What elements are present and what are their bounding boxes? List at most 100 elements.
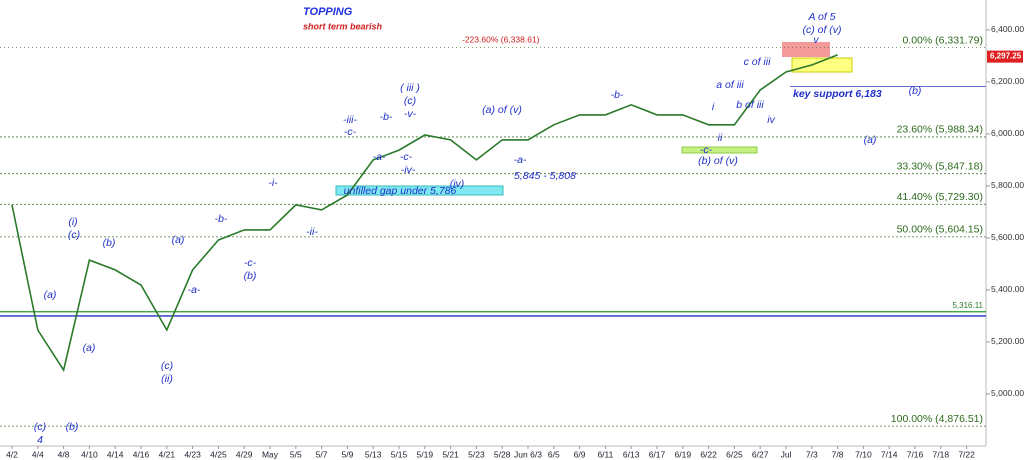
x-tick-label: 5/7 (316, 449, 328, 459)
wave-label: c of iii (744, 56, 772, 68)
x-tick-label: 4/25 (210, 449, 227, 459)
y-tick-label: 6,400.00 (991, 24, 1024, 34)
x-tick-label: 6/22 (700, 449, 717, 459)
x-tick-label: 4/2 (6, 449, 18, 459)
wave-label: -c- (244, 257, 257, 269)
x-tick-label: 4/16 (133, 449, 150, 459)
wave-label: (c) of (v) (802, 24, 841, 36)
wave-label: -a- (188, 284, 201, 296)
y-tick-label: 5,200.00 (991, 336, 1024, 346)
wave-label: (b) (244, 270, 257, 282)
wave-label: (ii) (161, 373, 173, 385)
x-tick-label: Jun 6/3 (514, 449, 542, 459)
gap-zone (335, 185, 504, 196)
wave-label: (a) of (v) (482, 104, 522, 116)
x-tick-label: 5/28 (494, 449, 511, 459)
wave-label: -c- (344, 126, 357, 138)
wave-label: v (813, 34, 819, 46)
fib-label: 41.40% (5,729.30) (897, 191, 983, 203)
x-tick-label: 6/11 (597, 449, 613, 459)
x-tick-label: 4/8 (58, 449, 70, 459)
x-tick-label: 4/23 (184, 449, 201, 459)
wave-label: i (712, 101, 715, 113)
wave-label: 4 (37, 434, 43, 446)
x-tick-label: 7/18 (933, 449, 950, 459)
x-tick-label: 4/21 (159, 449, 176, 459)
x-tick-label: 6/19 (675, 449, 692, 459)
wave-label: -iv- (401, 164, 416, 176)
x-tick-label: 5/23 (468, 449, 485, 459)
x-tick-label: 6/25 (726, 449, 743, 459)
x-tick-label: 7/10 (855, 449, 872, 459)
wave-label: (c) (68, 229, 80, 241)
fib-label: 50.00% (5,604.15) (897, 224, 983, 236)
wave-label: (a) (83, 342, 96, 354)
wave-label: (b) (909, 85, 922, 97)
wave-label: a of iii (716, 79, 744, 91)
green-line-label: 5,316.11 (952, 301, 983, 310)
wave-label: (a) (172, 234, 185, 246)
fib-label: 23.60% (5,988.34) (897, 124, 983, 136)
x-tick-label: 6/9 (574, 449, 586, 459)
wave-label: (b) of (v) (698, 155, 738, 167)
wave-label: (iv) (450, 178, 465, 190)
wave-label: unfilled gap under 5,786 (344, 185, 457, 197)
x-tick-label: 6/27 (752, 449, 769, 459)
wave-label: -c- (700, 144, 713, 156)
wave-label: -v- (404, 108, 417, 120)
x-tick-label: 6/5 (548, 449, 560, 459)
wave-label: -i- (268, 177, 278, 189)
wave-label: -a- (514, 154, 527, 166)
y-tick-label: 5,800.00 (991, 180, 1024, 190)
wave-label: -b- (215, 213, 228, 225)
x-tick-label: 5/19 (417, 449, 434, 459)
chart-subtitle: short term bearish (303, 21, 383, 31)
wave-label: (b) (66, 421, 79, 433)
x-tick-label: 5/9 (341, 449, 353, 459)
y-tick-label: 6,000.00 (991, 128, 1024, 138)
wave-label: -a- (373, 151, 386, 163)
y-tick-label: 5,400.00 (991, 284, 1024, 294)
x-tick-label: 7/22 (958, 449, 975, 459)
x-tick-label: 5/15 (391, 449, 408, 459)
wave-label: 5,845 - 5,808 (514, 170, 576, 182)
x-tick-label: 5/5 (290, 449, 302, 459)
target-zone (791, 57, 853, 73)
wave-label: ii (718, 132, 723, 144)
x-tick-label: 7/3 (806, 449, 818, 459)
x-tick-label: Jul (781, 449, 792, 459)
wave-label: (a) (44, 289, 57, 301)
wave-label: A of 5 (807, 11, 835, 23)
support-label: key support 6,183 (793, 88, 882, 100)
y-tick-label: 5,000.00 (991, 388, 1024, 398)
x-tick-label: 7/16 (907, 449, 924, 459)
wave-label: -b- (611, 89, 624, 101)
x-tick-label: 5/21 (442, 449, 459, 459)
fib-label: 33.30% (5,847.18) (897, 160, 983, 172)
wave-label: (c) (161, 360, 173, 372)
fib-label: 0.00% (6,331.79) (902, 34, 983, 46)
price-tag (987, 50, 1023, 63)
chart-title: TOPPING (303, 6, 353, 18)
x-tick-label: 7/8 (832, 449, 844, 459)
wave-label: -b- (380, 111, 393, 123)
wave-label: -c- (400, 151, 413, 163)
x-tick-label: 6/13 (623, 449, 640, 459)
wave-label: (b) (103, 237, 116, 249)
price-line (11, 54, 838, 373)
wave-label: ( iii ) (400, 82, 420, 94)
wave-label: (c) (404, 95, 416, 107)
x-tick-label: 4/4 (32, 449, 44, 459)
extension-label: -223.60% (6,338.61) (462, 34, 540, 44)
x-tick-label: 6/17 (649, 449, 666, 459)
wave-label: -ii- (306, 226, 318, 238)
price-tag-label: 6,297.25 (990, 52, 1022, 61)
top-zone (782, 42, 830, 57)
c-zone (681, 146, 758, 154)
x-tick-label: 4/10 (81, 449, 98, 459)
wave-label: (i) (68, 216, 77, 228)
y-tick-label: 5,600.00 (991, 232, 1024, 242)
x-tick-label: 7/14 (881, 449, 898, 459)
